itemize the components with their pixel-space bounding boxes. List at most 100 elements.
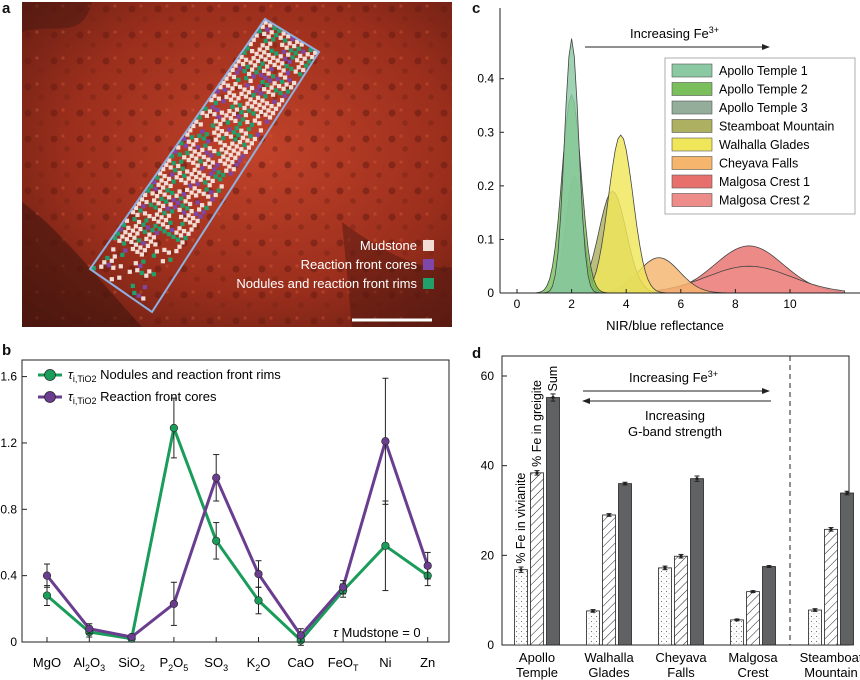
strip-outline <box>88 17 321 314</box>
strip-pixel <box>283 38 288 43</box>
chart-c-xtick-label: 8 <box>732 297 739 311</box>
strip-pixel <box>179 159 184 164</box>
strip-pixel <box>189 190 194 195</box>
strip-pixel <box>198 122 203 127</box>
strip-pixel <box>278 35 283 40</box>
strip-pixel <box>105 255 110 261</box>
strip-pixel <box>154 230 160 236</box>
strip-pixel <box>210 197 215 202</box>
chart-d-bar <box>546 397 560 646</box>
chart-d-bar <box>674 555 688 646</box>
strip-pixel <box>189 172 194 177</box>
strip-pixel <box>180 221 185 227</box>
chart-b-point <box>212 473 221 482</box>
strip-pixel <box>186 213 191 218</box>
strip-pixel <box>195 145 200 150</box>
strip-pixel <box>225 157 230 162</box>
strip-pixel <box>213 192 218 198</box>
strip-pixel <box>272 62 277 67</box>
strip-pixel <box>281 86 286 91</box>
strip-pixel <box>130 210 136 215</box>
chart-d-xtick-label: Malgosa <box>728 650 778 665</box>
strip-pixel <box>213 119 218 124</box>
strip-pixel <box>168 165 173 170</box>
chart-d-annotation-g2: G-band strength <box>628 424 722 439</box>
strip-pixel <box>221 80 226 85</box>
strip-pixel <box>263 112 268 117</box>
strip-pixel <box>149 184 154 189</box>
strip-pixel <box>237 158 242 163</box>
strip-pixel <box>221 136 226 141</box>
strip-pixel <box>236 59 241 64</box>
chart-b-xtick-label-mid: O <box>260 655 270 670</box>
strip-pixel <box>181 229 187 234</box>
chart-c-legend-label: Apollo Temple 3 <box>719 101 808 115</box>
strip-pixel <box>182 173 187 178</box>
chart-b-ytick-label: 1.2 <box>0 436 17 450</box>
strip-pixel <box>194 193 199 198</box>
strip-pixel <box>177 152 182 157</box>
chart-b-xtick-label: Al2O3 <box>73 655 105 673</box>
strip-pixel <box>198 159 203 164</box>
strip-pixel <box>218 140 223 145</box>
strip-pixel <box>249 141 254 146</box>
strip-pixel <box>242 142 247 147</box>
chart-d-bar-point <box>695 477 699 481</box>
strip-pixel <box>243 131 248 136</box>
strip-pixel <box>212 93 217 98</box>
chart-b-point <box>381 541 390 550</box>
strip-pixel <box>142 248 147 253</box>
chart-b-legend-name: Nodules and reaction front rims <box>97 367 282 382</box>
strip-pixel <box>272 99 277 104</box>
chart-d-xtick-label: Cheyava <box>655 650 707 665</box>
strip-pixel <box>160 222 166 227</box>
strip-pixel <box>153 242 158 247</box>
strip-pixel <box>245 64 250 69</box>
strip-pixel <box>167 176 172 181</box>
strip-pixel <box>209 98 214 103</box>
strip-pixel <box>138 245 143 250</box>
strip-pixel <box>156 219 161 224</box>
strip-pixel <box>230 104 235 109</box>
strip-pixel <box>254 51 259 56</box>
strip-pixel <box>249 104 255 109</box>
strip-pixel <box>109 277 114 282</box>
strip-pixel <box>225 120 230 125</box>
strip-pixel <box>293 51 298 56</box>
strip-pixel <box>135 212 140 217</box>
rock-shadow-region <box>22 202 142 327</box>
strip-pixel <box>206 157 211 162</box>
chart-d-bar <box>618 483 632 646</box>
strip-pixel <box>111 247 116 252</box>
strip-pixel <box>197 189 202 194</box>
strip-pixel <box>254 70 259 75</box>
strip-pixel <box>207 164 212 169</box>
strip-pixel <box>147 232 152 237</box>
chart-b-legend-tau: τ <box>68 389 74 404</box>
panel-label-d: d <box>472 345 482 362</box>
strip-pixel <box>195 163 200 168</box>
chart-b-point <box>254 569 263 579</box>
chart-d-series-label: % Fe in greigite <box>530 380 544 467</box>
strip-pixel <box>301 49 306 54</box>
strip-pixel <box>228 152 233 158</box>
strip-pixel <box>159 215 164 220</box>
strip-pixel <box>188 183 193 188</box>
chart-d-bar-point <box>845 491 849 495</box>
strip-pixel <box>177 226 182 231</box>
strip-pixel <box>176 163 181 169</box>
strip-pixel <box>240 135 245 140</box>
strip-pixel <box>239 128 244 133</box>
strip-pixel <box>162 247 167 252</box>
strip-pixel <box>243 149 248 154</box>
chart-c-legend-label: Cheyava Falls <box>719 157 798 171</box>
chart-b-point <box>423 561 432 570</box>
strip-pixel <box>188 128 193 133</box>
strip-pixel <box>216 170 221 175</box>
strip-pixel <box>171 198 176 203</box>
strip-pixel <box>271 74 276 79</box>
strip-pixel <box>233 100 238 105</box>
strip-pixel <box>216 114 221 120</box>
chart-d-bar <box>602 514 616 646</box>
